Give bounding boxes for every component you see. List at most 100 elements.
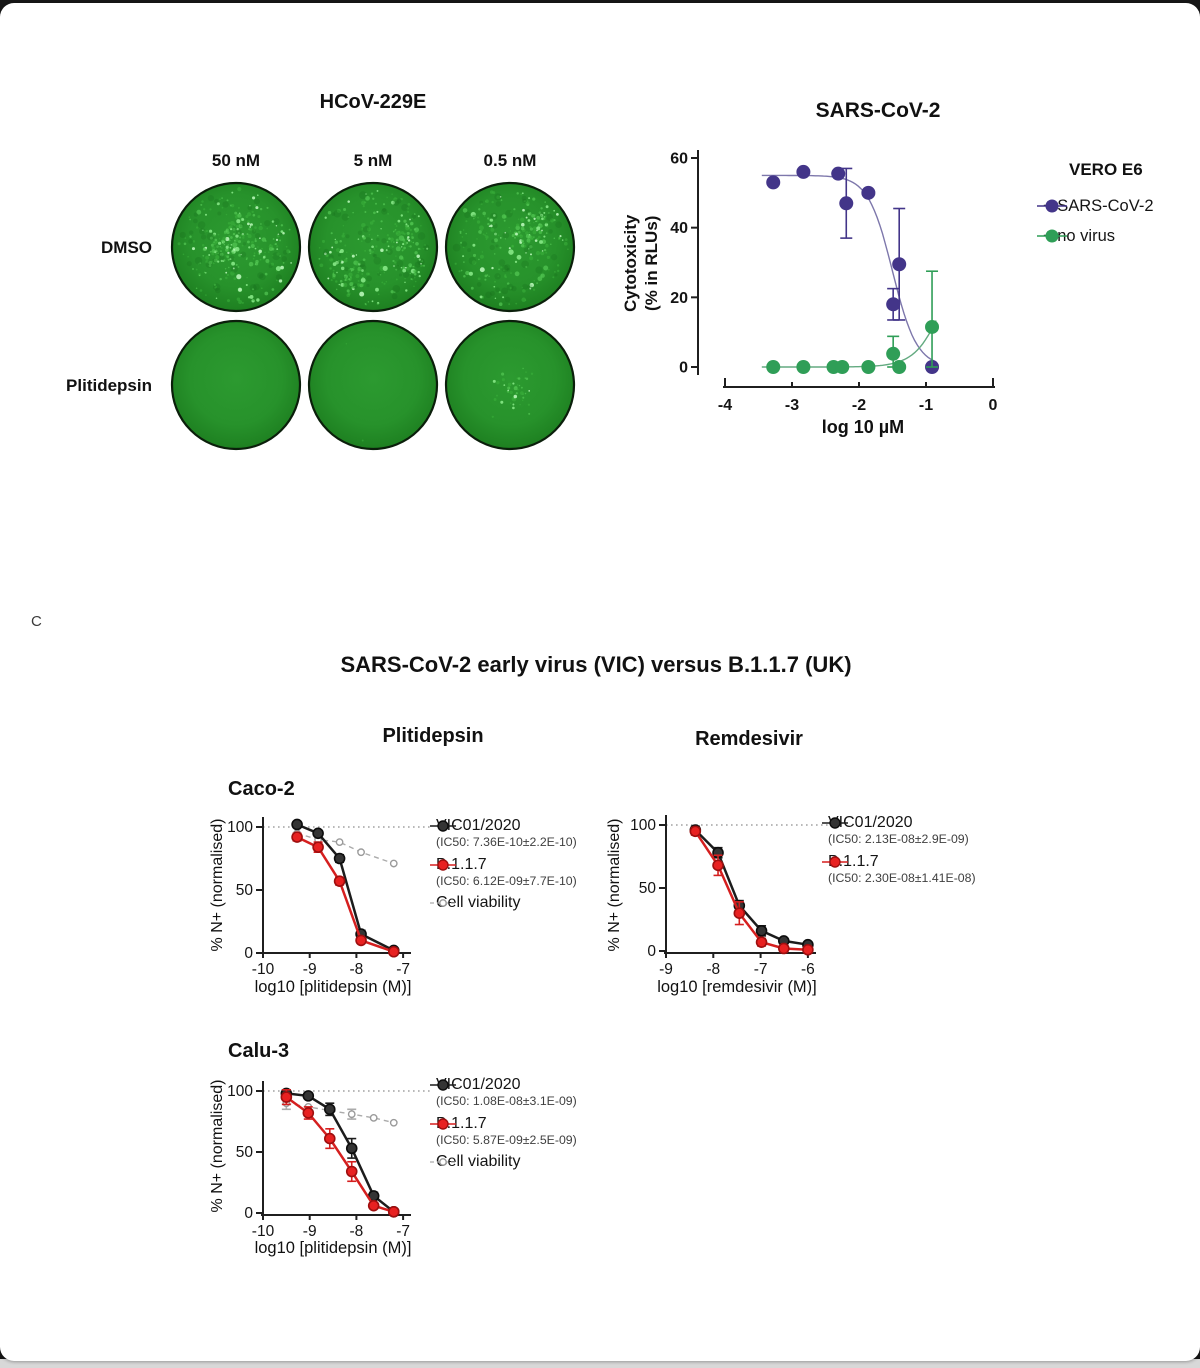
well-image-plitidepsin-0p5nM [444,319,576,451]
fluorescent-speckle [215,297,218,299]
fluorescent-speckle [237,213,242,218]
fluorescent-speckle [497,234,500,237]
x-tick-label: 0 [989,397,998,414]
fluorescent-speckle [529,256,534,261]
fluorescent-speckle [395,255,397,257]
fluorescent-speckle [233,248,236,251]
fluorescent-speckle [201,200,204,203]
fluorescent-speckle [404,281,406,284]
fluorescent-speckle [235,234,239,238]
fluorescent-speckle [261,247,263,250]
fit-curve [761,174,937,363]
fluorescent-speckle [545,232,548,234]
panel-c-col-header-remdesivir: Remdesivir [695,728,803,750]
fluorescent-speckle [195,287,198,290]
legend-series-name: + no virus [1043,227,1115,246]
fluorescent-speckle [330,279,333,282]
fluorescent-speckle [526,203,530,207]
fluorescent-speckle [214,286,217,289]
fluorescent-speckle [251,224,253,227]
legend-series-ic50: (IC50: 5.87E-09±2.5E-09) [436,1132,577,1147]
fluorescent-speckle [410,221,414,226]
fluorescent-speckle [321,239,326,243]
well-image-plitidepsin-5nM [307,319,439,451]
legend-item-b-1-1-7: B.1.1.7 (IC50: 6.12E-09±7.7E-10) [428,856,628,889]
fluorescent-speckle [537,276,543,282]
y-tick-label: 0 [244,1205,253,1222]
legend-item--no-virus: + no virus [1035,227,1200,245]
data-point [777,942,790,955]
fluorescent-speckle [488,275,490,278]
fluorescent-speckle [484,234,487,237]
fluorescent-speckle [361,269,364,272]
caco2-chart-svg: 0 50 100 -10 -9 -8 -7 [227,817,430,978]
fluorescent-speckle [275,238,279,241]
fluorescent-speckle [563,241,568,246]
fluorescent-speckle [567,248,569,251]
fluorescent-speckle [354,260,360,266]
fluorescent-speckle [521,192,524,195]
fluorescent-speckle [478,230,482,234]
fluorescent-speckle [280,224,284,227]
fluorescent-speckle [537,235,541,239]
fluorescent-speckle [532,230,537,235]
panel-a-col-label-0p5nM: 0.5 nM [483,151,537,170]
fluorescent-speckle [257,215,261,219]
fluorescent-speckle [509,402,512,405]
fluorescent-speckle [258,252,261,255]
x-tick-label: -9 [303,961,317,978]
fluorescent-speckle [209,250,212,253]
fluorescent-speckle [407,239,411,242]
fluorescent-speckle [528,412,531,415]
caco2-y-axis-label: % N+ (normalised) [209,818,226,952]
fluorescent-speckle [537,259,539,261]
fluorescent-speckle [545,222,548,225]
fluorescent-speckle [535,219,539,223]
fluorescent-speckle [525,252,527,254]
data-point [367,1199,380,1212]
fluorescent-speckle [476,238,478,240]
fluorescent-speckle [357,238,360,240]
fluorescent-speckle [507,382,512,387]
fluorescent-speckle [241,233,244,237]
legend-series-name: B.1.1.7 [436,1114,487,1132]
fluorescent-speckle [357,271,360,274]
fluorescent-speckle [248,261,254,267]
fluorescent-speckle [500,199,503,201]
data-point [312,827,324,840]
fluorescent-speckle [534,239,538,242]
fluorescent-speckle [339,250,342,254]
fluorescent-speckle [406,207,409,210]
fluorescent-speckle [347,200,350,203]
fluorescent-speckle [278,279,283,283]
fluorescent-speckle [500,266,503,269]
fluorescent-speckle [382,265,388,271]
fluorescent-speckle [177,242,181,246]
filled-circle-legend-icon [430,1117,456,1130]
fluorescent-speckle [383,282,386,285]
fluorescent-speckle [556,213,559,216]
fluorescent-speckle [246,240,250,244]
fluorescent-speckle [471,260,477,265]
fluorescent-speckle [527,241,530,244]
fluorescent-speckle [332,262,337,266]
fluorescent-speckle [245,214,249,219]
fluorescent-speckle [344,279,347,282]
fluorescent-speckle [512,403,515,406]
fluorescent-speckle [540,273,545,278]
fluorescent-speckle [276,252,280,256]
fluorescent-speckle [233,277,237,281]
fluorescent-speckle [462,246,465,249]
fluorescent-speckle [386,240,389,243]
legend-item-b-1-1-7: B.1.1.7 (IC50: 2.30E-08±1.41E-08) [820,853,1030,886]
fluorescent-speckle [254,247,257,250]
fluorescent-speckle [360,277,366,283]
fluorescent-speckle [182,253,185,256]
fluorescent-speckle [226,231,230,235]
fluorescent-speckle [326,254,329,258]
fluorescent-speckle [225,229,228,233]
fluorescent-speckle [364,211,367,213]
fluorescent-speckle [264,251,266,254]
fluorescent-speckle [394,223,397,226]
fluorescent-speckle [541,229,543,232]
